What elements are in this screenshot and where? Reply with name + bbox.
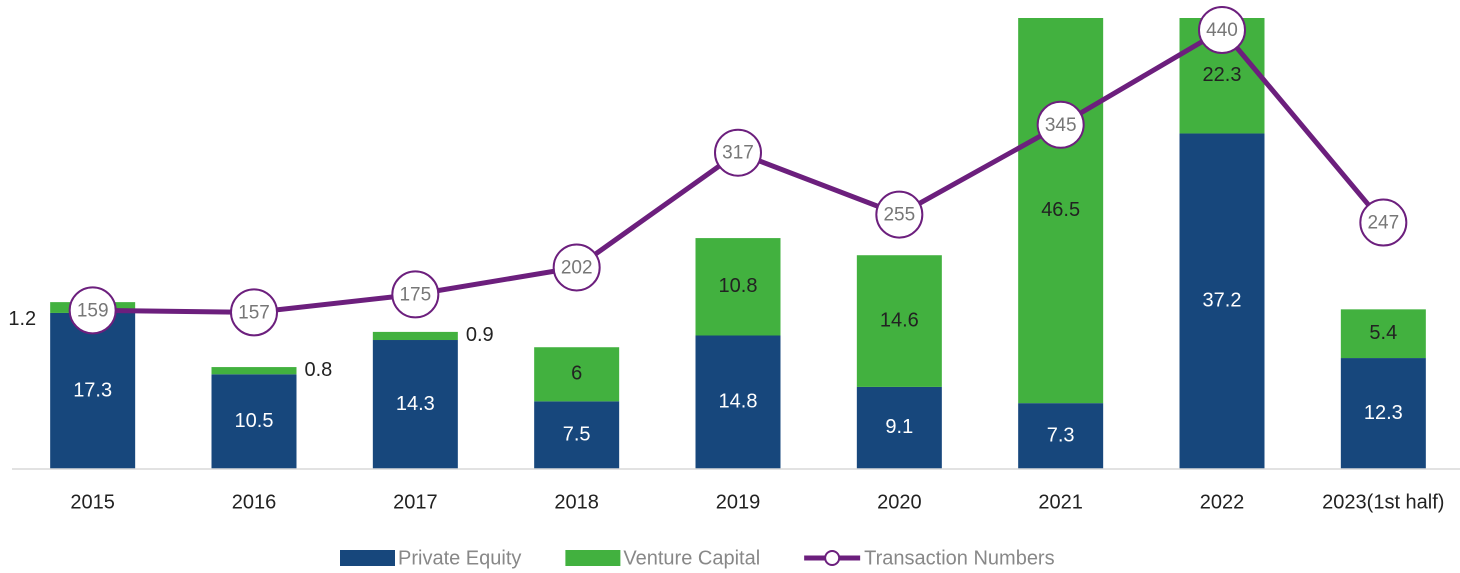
line-label: 175 — [399, 284, 431, 305]
line-marker — [875, 190, 924, 239]
bar-segment — [695, 238, 781, 336]
data-label: 22.3 — [1203, 64, 1242, 86]
x-tick-label: 2016 — [232, 491, 277, 513]
bar-segment — [1179, 133, 1265, 469]
data-label: 10.8 — [719, 275, 758, 297]
data-label: 37.2 — [1203, 290, 1242, 312]
line-label: 157 — [238, 302, 270, 323]
bar-segment — [1340, 358, 1426, 469]
x-tick-label: 2021 — [1038, 491, 1083, 513]
x-tick-label: 2022 — [1200, 491, 1245, 513]
bar-segment — [534, 401, 620, 469]
data-label: 17.3 — [73, 379, 112, 401]
bar-segment — [372, 331, 458, 341]
bar-segment — [50, 312, 136, 469]
line-label: 440 — [1206, 20, 1238, 41]
line-label: 247 — [1367, 213, 1399, 234]
bar-segment — [1018, 18, 1104, 404]
legend-label: Private Equity — [398, 547, 521, 569]
bar-segment — [372, 340, 458, 469]
data-label: 0.9 — [466, 324, 494, 346]
line-label: 159 — [77, 300, 109, 321]
data-label: 1.2 — [8, 308, 36, 330]
x-tick-label: 2023(1st half) — [1322, 491, 1444, 513]
data-label: 9.1 — [885, 416, 913, 438]
legend-label: Venture Capital — [623, 547, 760, 569]
x-tick-label: 2019 — [716, 491, 761, 513]
legend-swatch — [340, 550, 395, 566]
legend-marker — [824, 550, 841, 566]
line-marker — [552, 243, 601, 292]
data-label: 7.5 — [563, 423, 591, 445]
x-tick-label: 2018 — [554, 491, 599, 513]
legend-label: Transaction Numbers — [864, 547, 1054, 569]
data-label: 7.3 — [1047, 424, 1075, 446]
data-label: 0.8 — [305, 359, 333, 381]
data-label: 6 — [571, 363, 582, 385]
line-label: 317 — [722, 143, 754, 164]
bar-segment — [856, 255, 942, 387]
line-marker — [1359, 198, 1408, 247]
x-tick-label: 2015 — [70, 491, 115, 513]
line-marker — [68, 286, 117, 335]
bar-segment — [695, 335, 781, 469]
line-marker — [714, 128, 762, 177]
data-label: 14.3 — [396, 393, 435, 415]
line-marker — [391, 270, 440, 319]
legend-swatch — [565, 550, 621, 566]
data-label: 14.6 — [880, 309, 919, 331]
data-label: 5.4 — [1369, 322, 1397, 344]
x-tick-label: 2020 — [877, 491, 922, 513]
data-label: 12.3 — [1364, 402, 1403, 424]
line-marker — [1036, 100, 1085, 149]
bars — [50, 18, 1426, 469]
bar-segment — [534, 347, 620, 402]
bar-segment — [856, 386, 942, 469]
line-marker — [1198, 5, 1246, 54]
line-label: 202 — [561, 257, 593, 278]
bar-segment — [211, 374, 297, 469]
bar-segment — [1340, 309, 1426, 359]
data-label: 14.8 — [719, 391, 758, 413]
x-tick-label: 2017 — [393, 491, 438, 513]
data-label: 46.5 — [1041, 199, 1080, 221]
bar-segment — [211, 367, 297, 375]
line-label: 255 — [883, 205, 915, 226]
bar-segment — [1018, 403, 1104, 469]
data-label: 10.5 — [235, 410, 274, 432]
line-label: 345 — [1045, 115, 1077, 136]
line-marker — [230, 288, 278, 337]
